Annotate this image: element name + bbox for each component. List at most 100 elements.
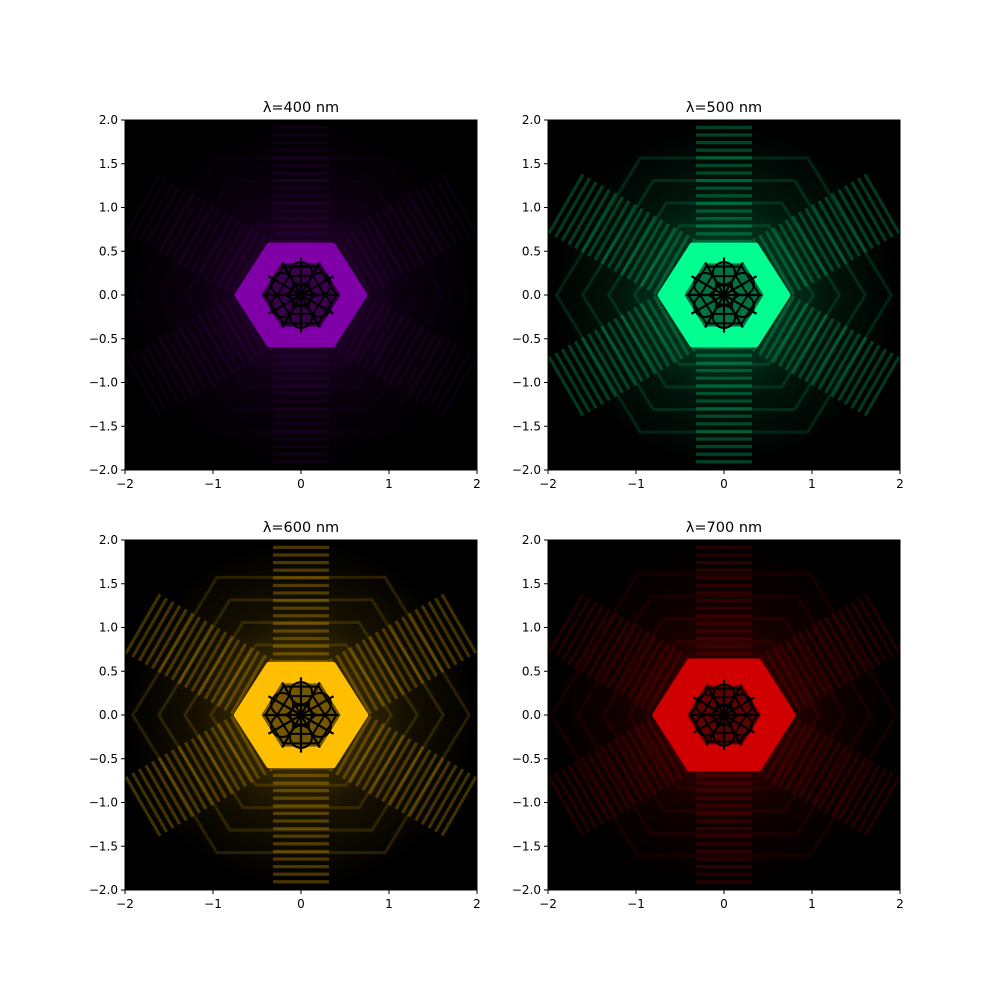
fringe-arm-stripe [144,344,182,406]
fringe-stripe [273,637,329,641]
x-tick-label: 0 [720,477,728,491]
fringe-ring [580,179,868,411]
fringe-arm-stripe [361,730,399,791]
fringe-stripe [273,781,329,785]
fringe-arm-stripe [646,718,684,780]
fringe-stripe [696,652,752,656]
fringe-stripe [696,576,752,580]
y-tick-label: 2.0 [522,533,541,547]
fringe-arm-stripe [548,173,585,235]
x-tick-label: −1 [204,477,222,491]
fringe-arm-stripe [407,192,445,254]
fringe-stripe [273,361,329,365]
fringe-arm-stripe [850,601,888,662]
fringe-arm-stripe [843,764,881,826]
fringe-arm-stripe [229,234,267,295]
fringe-arm-stripe [646,650,684,712]
fringe-arm-stripe [157,192,195,254]
fringe-arm-stripe [170,620,208,681]
x-tick-label: 2 [896,477,904,491]
fringe-arm-stripe [554,772,592,833]
fringe-arm-stripe [210,306,247,368]
fringe-stripe [696,148,752,152]
fringe-arm-stripe [593,329,631,390]
fringe-arm-stripe [190,211,228,273]
fringe-stripe [696,460,752,464]
fringe-ring [554,156,894,434]
x-tick-label: 1 [385,477,393,491]
fringe-stripe [696,880,752,884]
fringe-stripe [273,224,329,228]
y-tick-label: 0.0 [99,288,118,302]
fringe-arm-stripe [427,348,465,409]
fringe-arm-stripe [427,601,465,662]
fringe-arm-stripe [824,753,861,814]
fringe-arm-stripe [414,760,452,822]
fringe-stripe [273,445,329,449]
fringe-arm-stripe [407,756,445,818]
fringe-stripe [696,621,752,625]
fringe-arm-stripe [810,745,848,807]
fringe-arm-stripe [771,646,809,708]
fringe-stripe [696,445,752,449]
fringe-arm-stripe [606,321,644,383]
diffraction-image [125,120,477,470]
fringe-arm-stripe [778,726,815,788]
fringe-stripe [696,553,752,557]
fringe-arm-stripe [606,741,644,803]
fringe-arm-stripe [407,612,445,674]
fringe-stripe [696,568,752,572]
fringe-arm-stripe [784,639,822,700]
fringe-arm-stripe [626,310,664,371]
fringe-arm-stripe [573,188,611,250]
pattern-petal [730,693,753,717]
fringe-stripe [696,194,752,198]
fringe-arm-stripe [560,181,598,242]
fringe-arm-stripe [758,234,796,295]
pattern-ring [287,284,315,306]
fringe-ring [209,224,393,366]
fringe-stripe [273,163,329,167]
fringe-arm-stripe [203,639,241,700]
fringe-arm-stripe [817,329,855,390]
fringe-arm-stripe [771,226,809,288]
fringe-arm-stripe [843,344,881,406]
pattern-petal [711,261,737,286]
fringe-stripe [696,376,752,380]
fringe-arm-stripe [764,718,802,780]
subplot-title: λ=500 nm [686,100,762,116]
fringe-arm-stripe [797,211,835,273]
pattern-ring [264,265,338,325]
fringe-ring [183,620,419,810]
fringe-arm-stripe [433,177,471,238]
fringe-arm-stripe [600,623,638,685]
fringe-arm-stripe [183,207,221,269]
fringe-arm-stripe [414,188,452,250]
fringe-arm-stripe [137,601,175,662]
fringe-arm-stripe [810,623,848,685]
y-tick-label: −1.5 [512,419,541,433]
fringe-stripe [696,796,752,800]
fringe-arm-stripe [824,616,861,677]
fringe-arm-stripe [131,177,169,238]
fringe-arm-stripe [850,181,888,242]
fringe-arm-stripe [125,775,162,837]
fringe-rings [131,156,471,434]
fringe-arm-stripe [580,192,618,254]
fringe-stripe [696,606,752,610]
pattern-spoke [693,696,725,716]
fringe-rings [131,575,471,855]
fringe-ring [606,201,842,389]
fringe-arm-stripe [407,336,445,398]
fringe-arm-stripe [863,593,900,655]
fringe-arm-stripe [335,715,373,776]
fringe-arm-stripe [639,646,677,708]
fringe-arm-stripe [355,306,392,368]
y-tick-label: 0.5 [99,664,118,678]
fringe-arm-stripe [170,200,208,261]
pattern-petal [307,272,332,297]
fringe-arm-stripe [593,749,631,810]
fringe-stripe [273,568,329,572]
fringe-stripe [696,842,752,846]
fringe-arm-stripe [420,184,458,246]
